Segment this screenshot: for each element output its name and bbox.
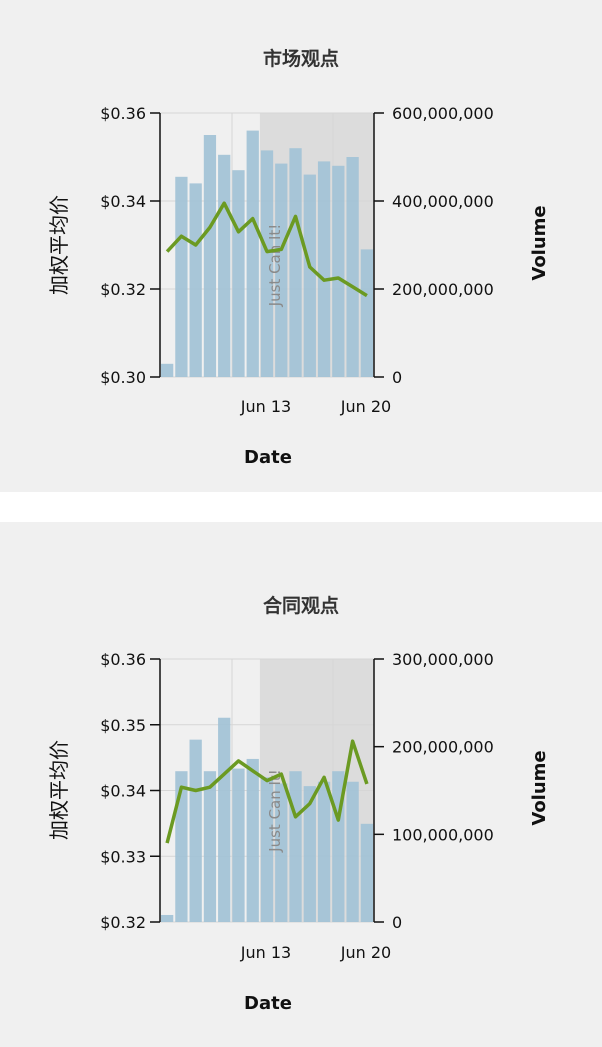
volume-bar	[246, 758, 259, 922]
volume-bar	[289, 148, 302, 377]
x-tick-label: Jun 13	[240, 943, 291, 962]
volume-bar	[360, 823, 373, 922]
annotation-label: Just Can It!	[266, 224, 284, 308]
volume-bar	[260, 777, 274, 922]
y-axis-title: 加权平均价	[47, 740, 71, 840]
chart-panel-market-view: 市场观点 Date 加权平均价 Volume Just Can It! $0.36…	[0, 0, 602, 492]
y2-tick-label: 100,000,000	[392, 825, 494, 844]
y2-tick-label: 400,000,000	[392, 192, 494, 211]
volume-bar	[317, 781, 331, 922]
market-view-chart: 市场观点 Date 加权平均价 Volume Just Can It! $0.36…	[47, 47, 550, 468]
volume-bar	[346, 157, 359, 377]
y-tick-label: $0.34	[100, 192, 146, 211]
annotation-label: Just Can It!	[266, 769, 284, 853]
y-tick-label: $0.35	[100, 716, 146, 735]
volume-bar	[260, 150, 274, 377]
volume-bar	[346, 781, 359, 922]
chart-panel-contract-view: 合同观点 Date 加权平均价 Volume Just Can It! $0.36…	[0, 522, 602, 1047]
y-tick-label: $0.36	[100, 650, 146, 669]
volume-bar	[360, 249, 373, 377]
volume-bar	[275, 163, 288, 377]
y-tick-label: $0.36	[100, 104, 146, 123]
price-line	[165, 739, 369, 844]
y-tick-label: $0.32	[100, 280, 146, 299]
y2-tick-label: 200,000,000	[392, 738, 494, 757]
y-axis-title: 加权平均价	[47, 195, 71, 295]
x-axis-title: Date	[244, 447, 292, 468]
y2-tick-label: 0	[392, 368, 402, 387]
volume-bar	[161, 914, 174, 922]
volume-bar	[303, 786, 316, 922]
volume-bar	[203, 771, 217, 922]
y2-tick-label: 600,000,000	[392, 104, 494, 123]
volume-bar	[189, 739, 202, 922]
y-tick-label: $0.32	[100, 913, 146, 932]
volume-bar	[275, 783, 288, 922]
volume-bar	[317, 161, 331, 377]
contract-view-chart: 合同观点 Date 加权平均价 Volume Just Can It! $0.36…	[47, 594, 550, 1014]
volume-bar	[246, 130, 259, 377]
volume-bar	[332, 165, 345, 377]
chart-title: 市场观点	[263, 47, 339, 70]
volume-bar	[303, 174, 316, 377]
volume-bar	[232, 768, 245, 922]
volume-bar	[289, 771, 302, 922]
y2-axis-title: Volume	[529, 750, 550, 825]
y-tick-label: $0.33	[100, 847, 146, 866]
y2-tick-label: 300,000,000	[392, 650, 494, 669]
volume-bar	[175, 176, 188, 377]
volume-bar	[232, 170, 245, 377]
volume-bar	[189, 183, 202, 377]
price-line	[165, 201, 368, 298]
x-tick-label: Jun 20	[340, 943, 391, 962]
x-tick-label: Jun 20	[340, 397, 391, 416]
plot-area: Just Can It! $0.36 $0.35 $0.34 $0.33 $0.32 300…	[100, 650, 494, 962]
plot-area: Just Can It! $0.36 $0.34 $0.32 $0.30 600,000,…	[100, 104, 494, 416]
y2-tick-label: 0	[392, 913, 402, 932]
y2-axis-title: Volume	[529, 205, 550, 280]
volume-bar	[218, 154, 231, 377]
chart-title: 合同观点	[263, 594, 339, 617]
y-tick-label: $0.34	[100, 782, 146, 801]
volume-bar	[161, 363, 174, 377]
x-axis-title: Date	[244, 993, 292, 1014]
y2-tick-label: 200,000,000	[392, 280, 494, 299]
volume-bar	[203, 135, 217, 377]
volume-bar	[218, 717, 231, 922]
volume-bar	[175, 771, 188, 922]
y-tick-label: $0.30	[100, 368, 146, 387]
x-tick-label: Jun 13	[240, 397, 291, 416]
